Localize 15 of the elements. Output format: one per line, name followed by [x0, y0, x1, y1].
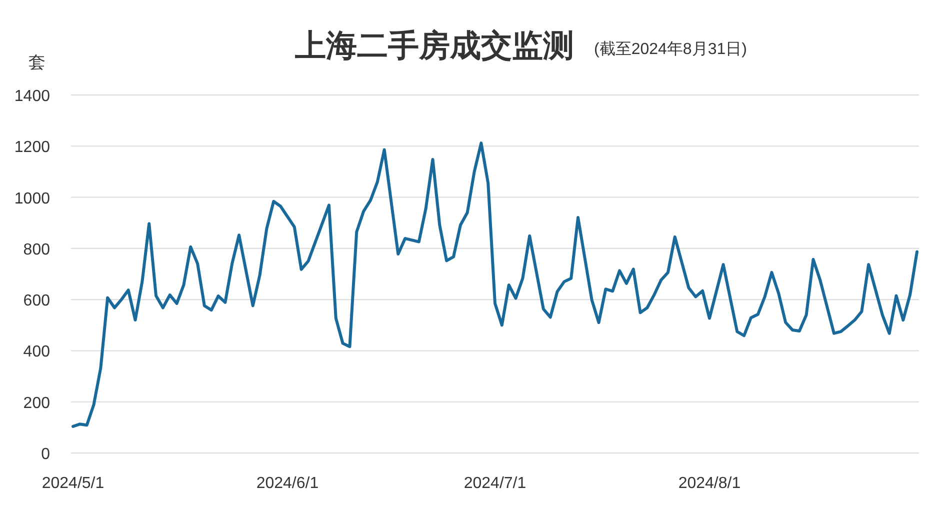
y-tick-label: 600	[23, 292, 50, 310]
y-tick-label: 0	[41, 446, 50, 463]
x-tick-label: 2024/5/1	[42, 475, 104, 492]
y-tick-label: 1200	[14, 139, 50, 156]
y-tick-label: 1400	[14, 88, 50, 105]
x-tick-label: 2024/8/1	[678, 475, 741, 492]
x-tick-label: 2024/7/1	[464, 475, 526, 492]
y-tick-label: 200	[23, 394, 50, 412]
y-tick-label: 800	[23, 241, 50, 258]
y-axis-title: 套	[28, 53, 46, 72]
chart-title: 上海二手房成交监测	[294, 28, 574, 63]
chart-subtitle: (截至2024年8月31日)	[594, 40, 747, 58]
y-tick-label: 400	[23, 344, 50, 361]
x-tick-label: 2024/6/1	[256, 475, 319, 492]
y-tick-label: 1000	[14, 190, 50, 208]
